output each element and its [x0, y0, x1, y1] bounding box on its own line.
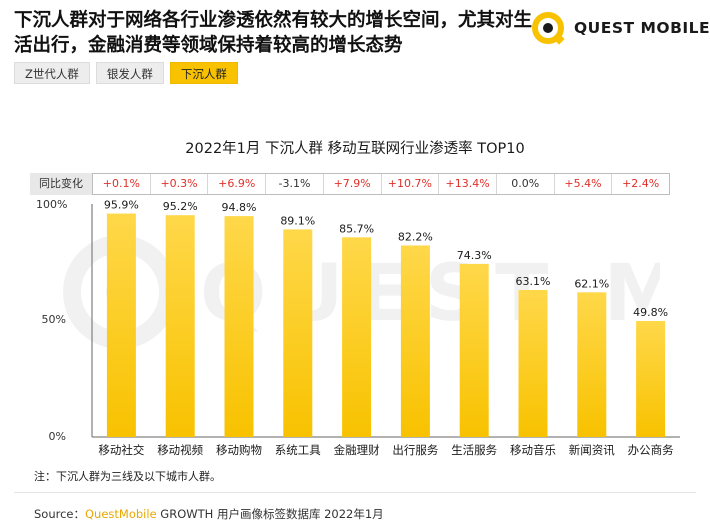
bar-value-label: 85.7%: [339, 222, 374, 235]
yoy-change-cell: 0.0%: [495, 174, 554, 194]
source-rest: GROWTH 用户画像标签数据库 2022年1月: [156, 507, 384, 521]
brand-logo: QUEST MOBILE: [530, 10, 710, 46]
bar-移动购物: [224, 216, 254, 437]
y-tick-label: 0%: [48, 430, 66, 443]
x-category-label: 出行服务: [392, 443, 438, 457]
yoy-change-cell: +10.7%: [380, 174, 439, 194]
source-prefix: Source：: [34, 507, 85, 521]
yoy-change-cell: +13.4%: [438, 174, 496, 194]
bar-系统工具: [283, 229, 313, 437]
yoy-change-cell: +0.1%: [102, 177, 140, 190]
yoy-change-label: 同比变化: [30, 173, 92, 195]
x-category-label: 生活服务: [451, 443, 497, 457]
bar-chart: 95.9% 移动社交 95.2% 移动视频 94.8% 移动购物 89.1% 系统工具 85.7…: [91, 199, 680, 457]
bar-移动视频: [165, 215, 195, 437]
tab-gen-z[interactable]: Z世代人群: [14, 62, 90, 84]
page-headline: 下沉人群对于网络各行业渗透依然有较大的增长空间，尤其对生活出行，金融消费等领域保…: [14, 10, 533, 56]
y-tick-label: 100%: [36, 198, 68, 211]
bar-生活服务: [459, 263, 489, 437]
tab-lower-tier[interactable]: 下沉人群: [169, 62, 238, 84]
bar-value-label: 74.3%: [457, 249, 492, 262]
footnote: 注：下沉人群为三线及以下城市人群。: [34, 470, 221, 483]
audience-tabs: Z世代人群 银发人群 下沉人群: [14, 62, 244, 84]
yoy-change-cell: +5.4%: [553, 174, 612, 194]
yoy-change-cell: +0.3%: [149, 174, 208, 194]
bar-value-label: 94.8%: [222, 201, 257, 214]
bar-value-label: 89.1%: [280, 214, 315, 227]
x-category-label: 移动购物: [216, 443, 262, 457]
footer-divider: [14, 492, 696, 493]
bar-金融理财: [342, 237, 372, 437]
questmobile-logo-icon: [532, 12, 565, 45]
y-tick-label: 50%: [41, 313, 66, 326]
bar-value-label: 63.1%: [516, 275, 551, 288]
yoy-change-cells: +0.1% +0.3% +6.9% -3.1% +7.9% +10.7% +13…: [92, 173, 670, 195]
bar-value-label: 49.8%: [633, 306, 668, 319]
bar-value-label: 62.1%: [574, 277, 609, 290]
bar-value-label: 95.2%: [163, 200, 198, 213]
x-category-label: 移动视频: [157, 443, 203, 457]
yoy-change-row: 同比变化 +0.1% +0.3% +6.9% -3.1% +7.9% +10.7…: [30, 173, 670, 195]
bar-value-label: 95.9%: [104, 199, 139, 212]
bar-办公商务: [636, 320, 666, 437]
bar-出行服务: [400, 245, 430, 437]
yoy-change-cell: +6.9%: [207, 174, 265, 194]
yoy-change-cell: +7.9%: [322, 174, 381, 194]
bar-新闻资讯: [577, 292, 607, 437]
x-category-label: 系统工具: [275, 443, 321, 457]
yoy-change-cell: -3.1%: [265, 174, 323, 194]
x-category-label: 移动社交: [98, 443, 144, 457]
source-line: Source：QuestMobile GROWTH 用户画像标签数据库 2022…: [34, 506, 384, 522]
tab-silver[interactable]: 银发人群: [95, 62, 164, 84]
logo-text: QUEST MOBILE: [574, 19, 710, 37]
x-category-label: 办公商务: [628, 443, 674, 457]
yoy-change-cell: +2.4%: [611, 174, 669, 194]
bar-value-label: 82.2%: [398, 230, 433, 243]
bar-移动音乐: [518, 289, 548, 437]
x-category-label: 移动音乐: [510, 443, 556, 457]
x-category-label: 新闻资讯: [569, 443, 615, 457]
chart-title: 2022年1月 下沉人群 移动互联网行业渗透率 TOP10: [185, 141, 525, 157]
bar-移动社交: [106, 213, 136, 437]
x-category-label: 金融理财: [334, 443, 380, 457]
source-brand: QuestMobile: [85, 507, 157, 521]
